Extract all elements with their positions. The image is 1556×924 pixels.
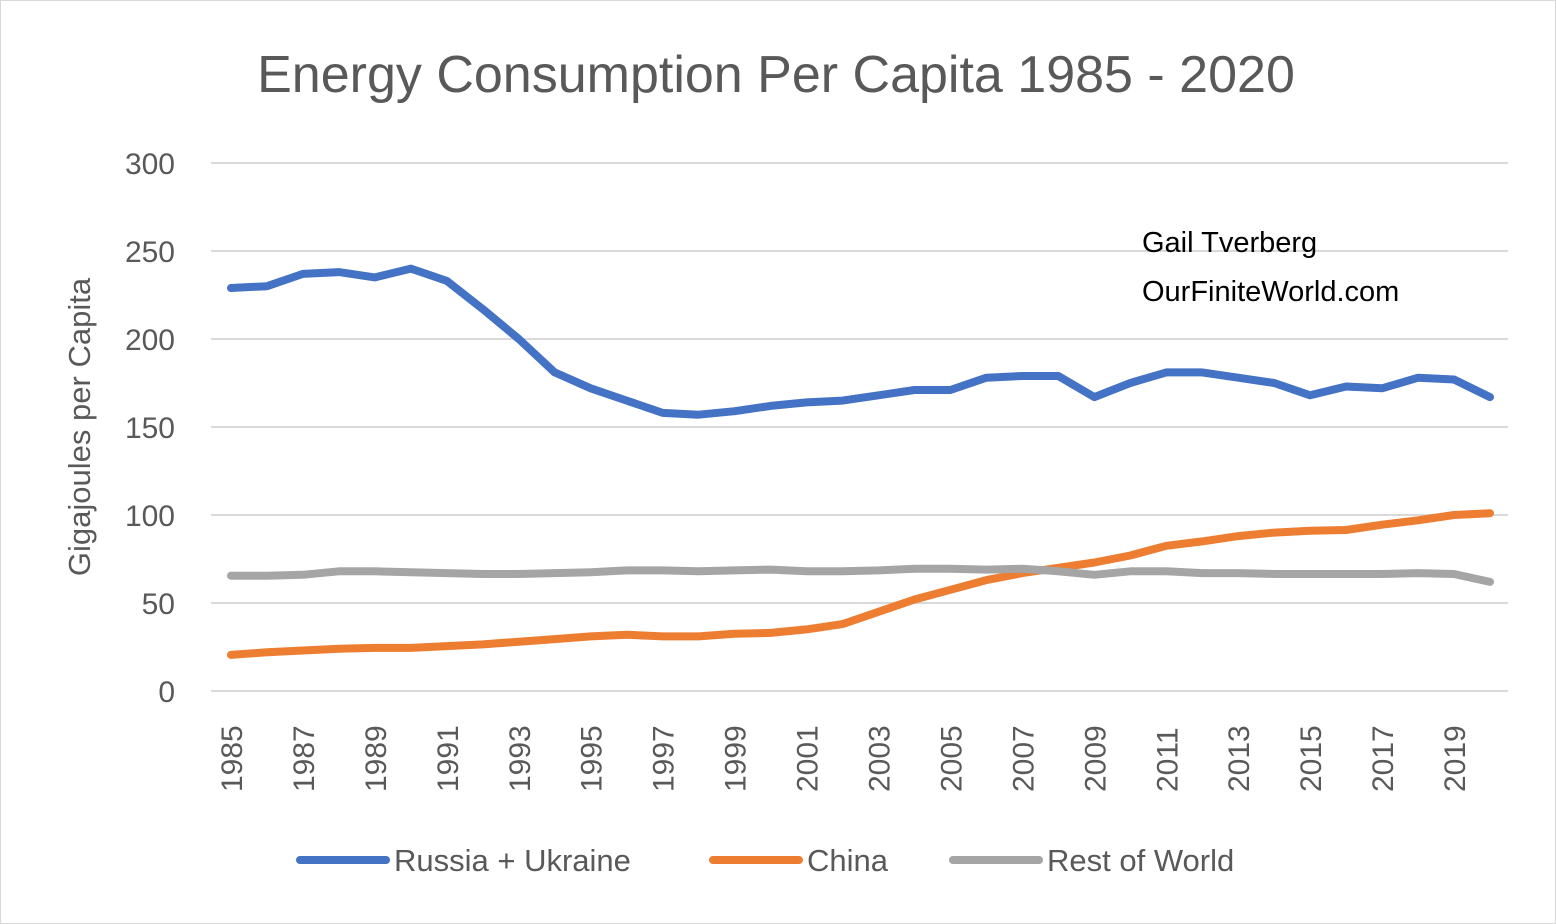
legend-label: Russia + Ukraine [394, 843, 631, 878]
y-tick-label: 0 [158, 676, 175, 709]
x-tick-label: 2013 [1223, 725, 1256, 792]
x-tick-label: 1993 [504, 725, 537, 792]
x-tick-label: 1987 [288, 725, 321, 792]
x-tick-label: 2017 [1367, 725, 1400, 792]
x-tick-label: 1985 [216, 725, 249, 792]
y-tick-label: 300 [125, 148, 175, 181]
y-tick-labels: 0 50 100 150 200 250 300 [125, 148, 175, 709]
x-tick-label: 1995 [576, 725, 609, 792]
chart-title: Energy Consumption Per Capita 1985 - 202… [257, 46, 1295, 104]
y-tick-label: 250 [125, 236, 175, 269]
legend-item-china: China [709, 843, 889, 878]
legend: Russia + Ukraine China Rest of World [296, 843, 1234, 878]
legend-label: Rest of World [1047, 843, 1234, 878]
x-tick-label: 2007 [1007, 725, 1040, 792]
y-tick-label: 150 [125, 412, 175, 445]
series-lines [227, 264, 1494, 659]
x-tick-label: 1999 [720, 725, 753, 792]
series-line-rest-of-world [227, 564, 1494, 586]
x-tick-labels: 1985 1987 1989 1991 1993 1995 1997 1999 2001 2003… [216, 725, 1472, 792]
legend-label: China [807, 843, 889, 878]
x-tick-label: 2009 [1079, 725, 1112, 792]
y-tick-label: 100 [125, 500, 175, 533]
x-tick-label: 2003 [863, 725, 896, 792]
series-line-russia-ukraine [227, 264, 1494, 419]
x-tick-label: 2019 [1439, 725, 1472, 792]
x-tick-label: 2001 [792, 725, 825, 792]
y-axis-title: Gigajoules per Capita [62, 277, 97, 576]
annotation-website: OurFiniteWorld.com [1142, 276, 1399, 308]
annotation-author: Gail Tverberg [1142, 227, 1317, 259]
x-tick-label: 1991 [432, 725, 465, 792]
x-tick-label: 2005 [935, 725, 968, 792]
x-tick-label: 2011 [1151, 727, 1184, 792]
gridlines [211, 162, 1508, 692]
x-tick-label: 2015 [1295, 725, 1328, 792]
legend-item-rest-of-world: Rest of World [949, 843, 1234, 878]
y-tick-label: 200 [125, 324, 175, 357]
series-line-china [227, 509, 1494, 659]
x-tick-label: 1989 [360, 725, 393, 792]
legend-item-russia-ukraine: Russia + Ukraine [296, 843, 631, 878]
y-tick-label: 50 [142, 588, 175, 621]
x-tick-label: 1997 [648, 725, 681, 792]
